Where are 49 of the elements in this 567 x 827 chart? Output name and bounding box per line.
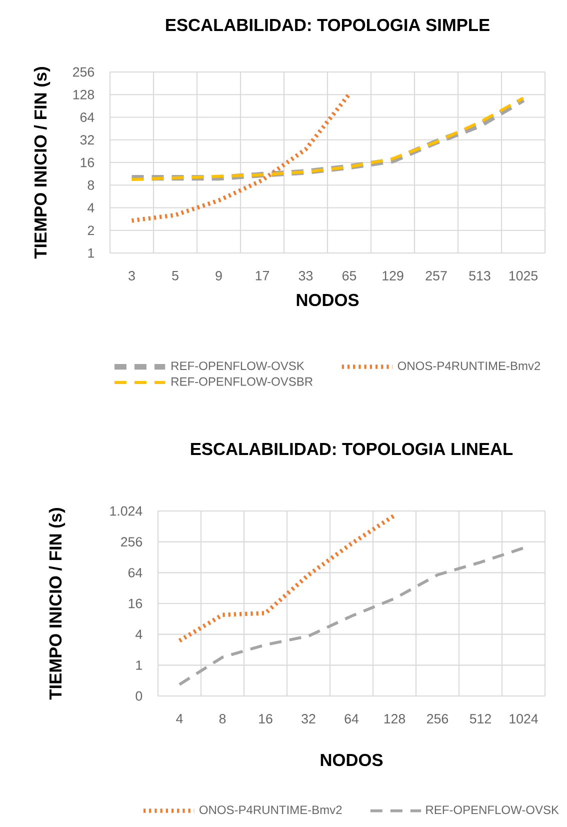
y-axis-title: TIEMPO INICIO / FIN (s): [34, 67, 50, 259]
line-series: [178, 546, 525, 686]
y-tick-label: 0: [136, 691, 142, 701]
legend-label: REF-OPENFLOW-OVSBR: [172, 377, 313, 386]
x-tick-label: 16: [259, 714, 272, 724]
legend-label: REF-OPENFLOW-OVSK: [172, 362, 304, 370]
legend-label: ONOS-P4RUNTIME-Bmv2: [398, 362, 540, 370]
y-tick-label: 256: [73, 67, 94, 77]
y-tick-label: 8: [88, 180, 94, 190]
legend-label: REF-OPENFLOW-OVSK: [426, 806, 559, 814]
chart-title: ESCALABILIDAD: TOPOLOGIA SIMPLE: [166, 18, 490, 32]
x-tick-label: 65: [342, 271, 356, 280]
x-tick-label: 1025: [509, 271, 538, 280]
y-tick-label: 4: [88, 203, 94, 212]
x-axis-title: NODOS: [296, 294, 359, 306]
x-tick-label: 129: [382, 271, 404, 280]
x-tick-label: 32: [302, 714, 316, 724]
x-tick-label: 64: [344, 714, 359, 724]
y-tick-label: 64: [128, 568, 142, 578]
x-tick-label: 256: [427, 714, 448, 724]
line-series: [130, 92, 352, 223]
y-tick-label: 2: [88, 226, 94, 236]
chart-title: ESCALABILIDAD: TOPOLOGIA LINEAL: [191, 442, 513, 456]
x-axis-title: NODOS: [320, 754, 383, 766]
x-tick-label: 8: [219, 714, 226, 724]
x-tick-label: 4: [176, 714, 183, 724]
x-tick-label: 17: [256, 271, 270, 280]
x-tick-label: 513: [469, 271, 490, 280]
x-tick-label: 257: [426, 271, 447, 280]
x-tick-label: 3: [128, 271, 135, 280]
y-tick-label: 32: [80, 135, 94, 145]
y-tick-label: 4: [136, 630, 142, 639]
y-tick-label: 128: [73, 90, 94, 100]
x-tick-label: 9: [216, 271, 222, 280]
x-tick-label: 33: [298, 271, 313, 280]
x-tick-label: 128: [384, 714, 406, 724]
y-tick-label: 1: [136, 660, 142, 670]
y-tick-label: 1.024: [110, 506, 142, 516]
x-tick-label: 1024: [510, 714, 538, 724]
x-tick-label: 512: [470, 714, 491, 724]
y-tick-label: 64: [80, 112, 94, 122]
y-tick-label: 16: [80, 158, 94, 168]
y-tick-label: 1: [88, 248, 94, 258]
y-tick-label: 16: [128, 598, 142, 608]
y-tick-label: 256: [121, 537, 142, 547]
x-tick-label: 5: [172, 271, 178, 280]
y-axis-title: TIEMPO INICIO / FIN (s): [48, 508, 66, 700]
legend-label: ONOS-P4RUNTIME-Bmv2: [199, 806, 342, 814]
line-series: [177, 513, 397, 643]
